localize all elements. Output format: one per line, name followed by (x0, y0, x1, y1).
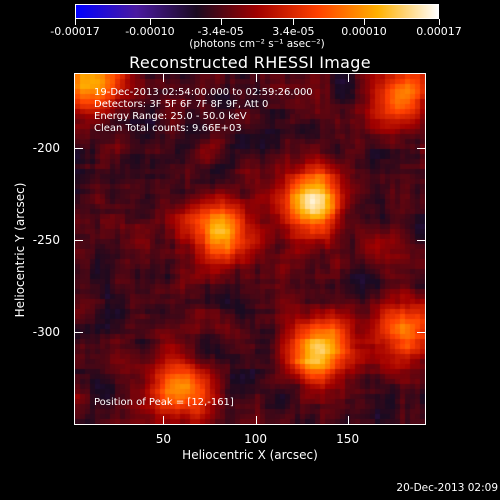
y-tick (75, 239, 83, 241)
rhessi-image-map (75, 74, 425, 424)
y-tick-right (417, 147, 425, 149)
info-detectors: Detectors: 3F 5F 6F 7F 8F 9F, Att 0 (94, 99, 269, 110)
y-tick-right (417, 239, 425, 241)
colorbar (75, 4, 439, 19)
peak-position: Position of Peak = [12,-161] (94, 397, 234, 408)
colorbar-tick-label: -3.4e-05 (197, 25, 244, 38)
x-tick-label: 50 (155, 432, 172, 446)
x-tick (347, 416, 349, 424)
y-tick (75, 331, 83, 333)
y-axis-label: Heliocentric Y (arcsec) (13, 182, 27, 318)
info-time-range: 19-Dec-2013 02:54:00.000 to 02:59:26.000 (94, 87, 313, 98)
colorbar-tick (439, 19, 440, 25)
colorbar-tick-label: 0.00010 (341, 25, 387, 38)
colorbar-tick-label: 3.4e-05 (272, 25, 315, 38)
x-tick-top (347, 74, 349, 82)
x-axis-label: Heliocentric X (arcsec) (182, 448, 318, 462)
y-tick-label: -250 (32, 232, 60, 247)
y-tick (75, 147, 83, 149)
colorbar-tick (149, 19, 151, 25)
x-tick-top (255, 74, 257, 82)
colorbar-tick-label: -0.00010 (125, 25, 175, 38)
colorbar-tick (220, 19, 222, 25)
y-tick-label: -300 (32, 324, 60, 339)
colorbar-tick (293, 19, 295, 25)
colorbar-units: (photons cm⁻² s⁻¹ asec⁻²) (189, 38, 325, 50)
x-tick-label: 150 (336, 432, 360, 446)
x-tick (255, 416, 257, 424)
colorbar-tick (364, 19, 366, 25)
image-title: Reconstructed RHESSI Image (129, 53, 371, 72)
info-energy-range: Energy Range: 25.0 - 50.0 keV (94, 111, 247, 122)
colorbar-tick-label: 0.00017 (416, 25, 462, 38)
x-tick-label: 100 (244, 432, 267, 446)
x-tick-top (163, 74, 165, 82)
x-tick (163, 416, 165, 424)
y-tick-label: -200 (32, 140, 60, 155)
timestamp: 20-Dec-2013 02:09 (396, 482, 498, 494)
colorbar-tick-label: -0.00017 (50, 25, 100, 38)
colorbar-tick (75, 19, 76, 25)
y-tick-right (417, 331, 425, 333)
plot-frame (74, 73, 426, 425)
info-clean-counts: Clean Total counts: 9.66E+03 (94, 123, 242, 134)
